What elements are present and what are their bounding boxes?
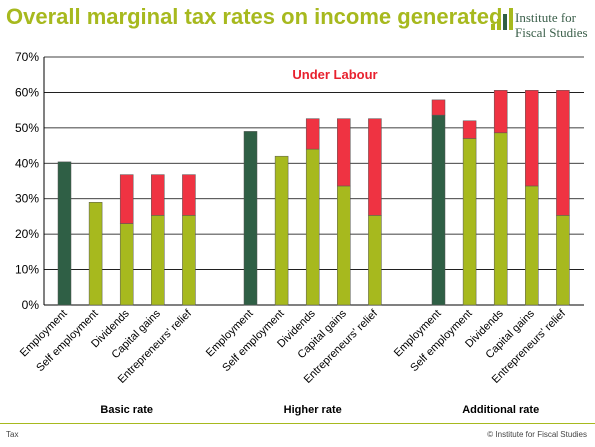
bar-base [88,202,103,306]
bar-extra [525,90,539,187]
y-tick-label: 0% [22,298,40,312]
logo-text-line1: Institute for [515,10,577,25]
bar-extra [151,174,165,216]
logo-bars-icon [491,8,513,30]
y-tick-label: 70% [15,50,39,64]
bar-base [462,138,477,306]
y-tick-label: 40% [15,156,39,170]
bar-base [274,155,289,306]
bar-extra [305,118,320,150]
y-tick-label: 20% [15,227,39,241]
bar-extra [182,174,196,216]
bar-base [556,215,570,306]
y-tick-label: 30% [15,192,39,206]
bar-extra [119,174,134,224]
bar-base [182,215,196,306]
footer-divider [0,423,595,424]
bar-extra [462,120,477,139]
bar-extra [337,118,351,187]
bar-extra [431,99,446,116]
bar-base [337,185,351,306]
bar-base [243,131,258,306]
y-tick-label: 50% [15,121,39,135]
bar-extra [493,90,508,134]
y-tick-label: 60% [15,85,39,99]
bar-base [305,148,320,306]
bar-base [431,114,446,306]
ifs-logo: Institute for Fiscal Studies [491,6,591,40]
bar-base [119,223,134,306]
bar-extra [556,90,570,216]
bar-base [525,185,539,306]
bar-extra [368,118,382,216]
logo-text-line2: Fiscal Studies [515,25,588,40]
y-tick-label: 10% [15,263,39,277]
bar-base [493,132,508,306]
group-label: Higher rate [284,404,342,416]
footer-section-label: Tax [6,430,19,439]
chart-annotation: Under Labour [292,67,377,82]
bar-base [368,215,382,306]
page-title: Overall marginal tax rates on income gen… [6,4,503,29]
group-label: Additional rate [462,404,539,416]
group-label: Basic rate [100,404,153,416]
bar-base [151,215,165,306]
bar-base [57,161,72,306]
footer-copyright: © Institute for Fiscal Studies [487,430,587,439]
